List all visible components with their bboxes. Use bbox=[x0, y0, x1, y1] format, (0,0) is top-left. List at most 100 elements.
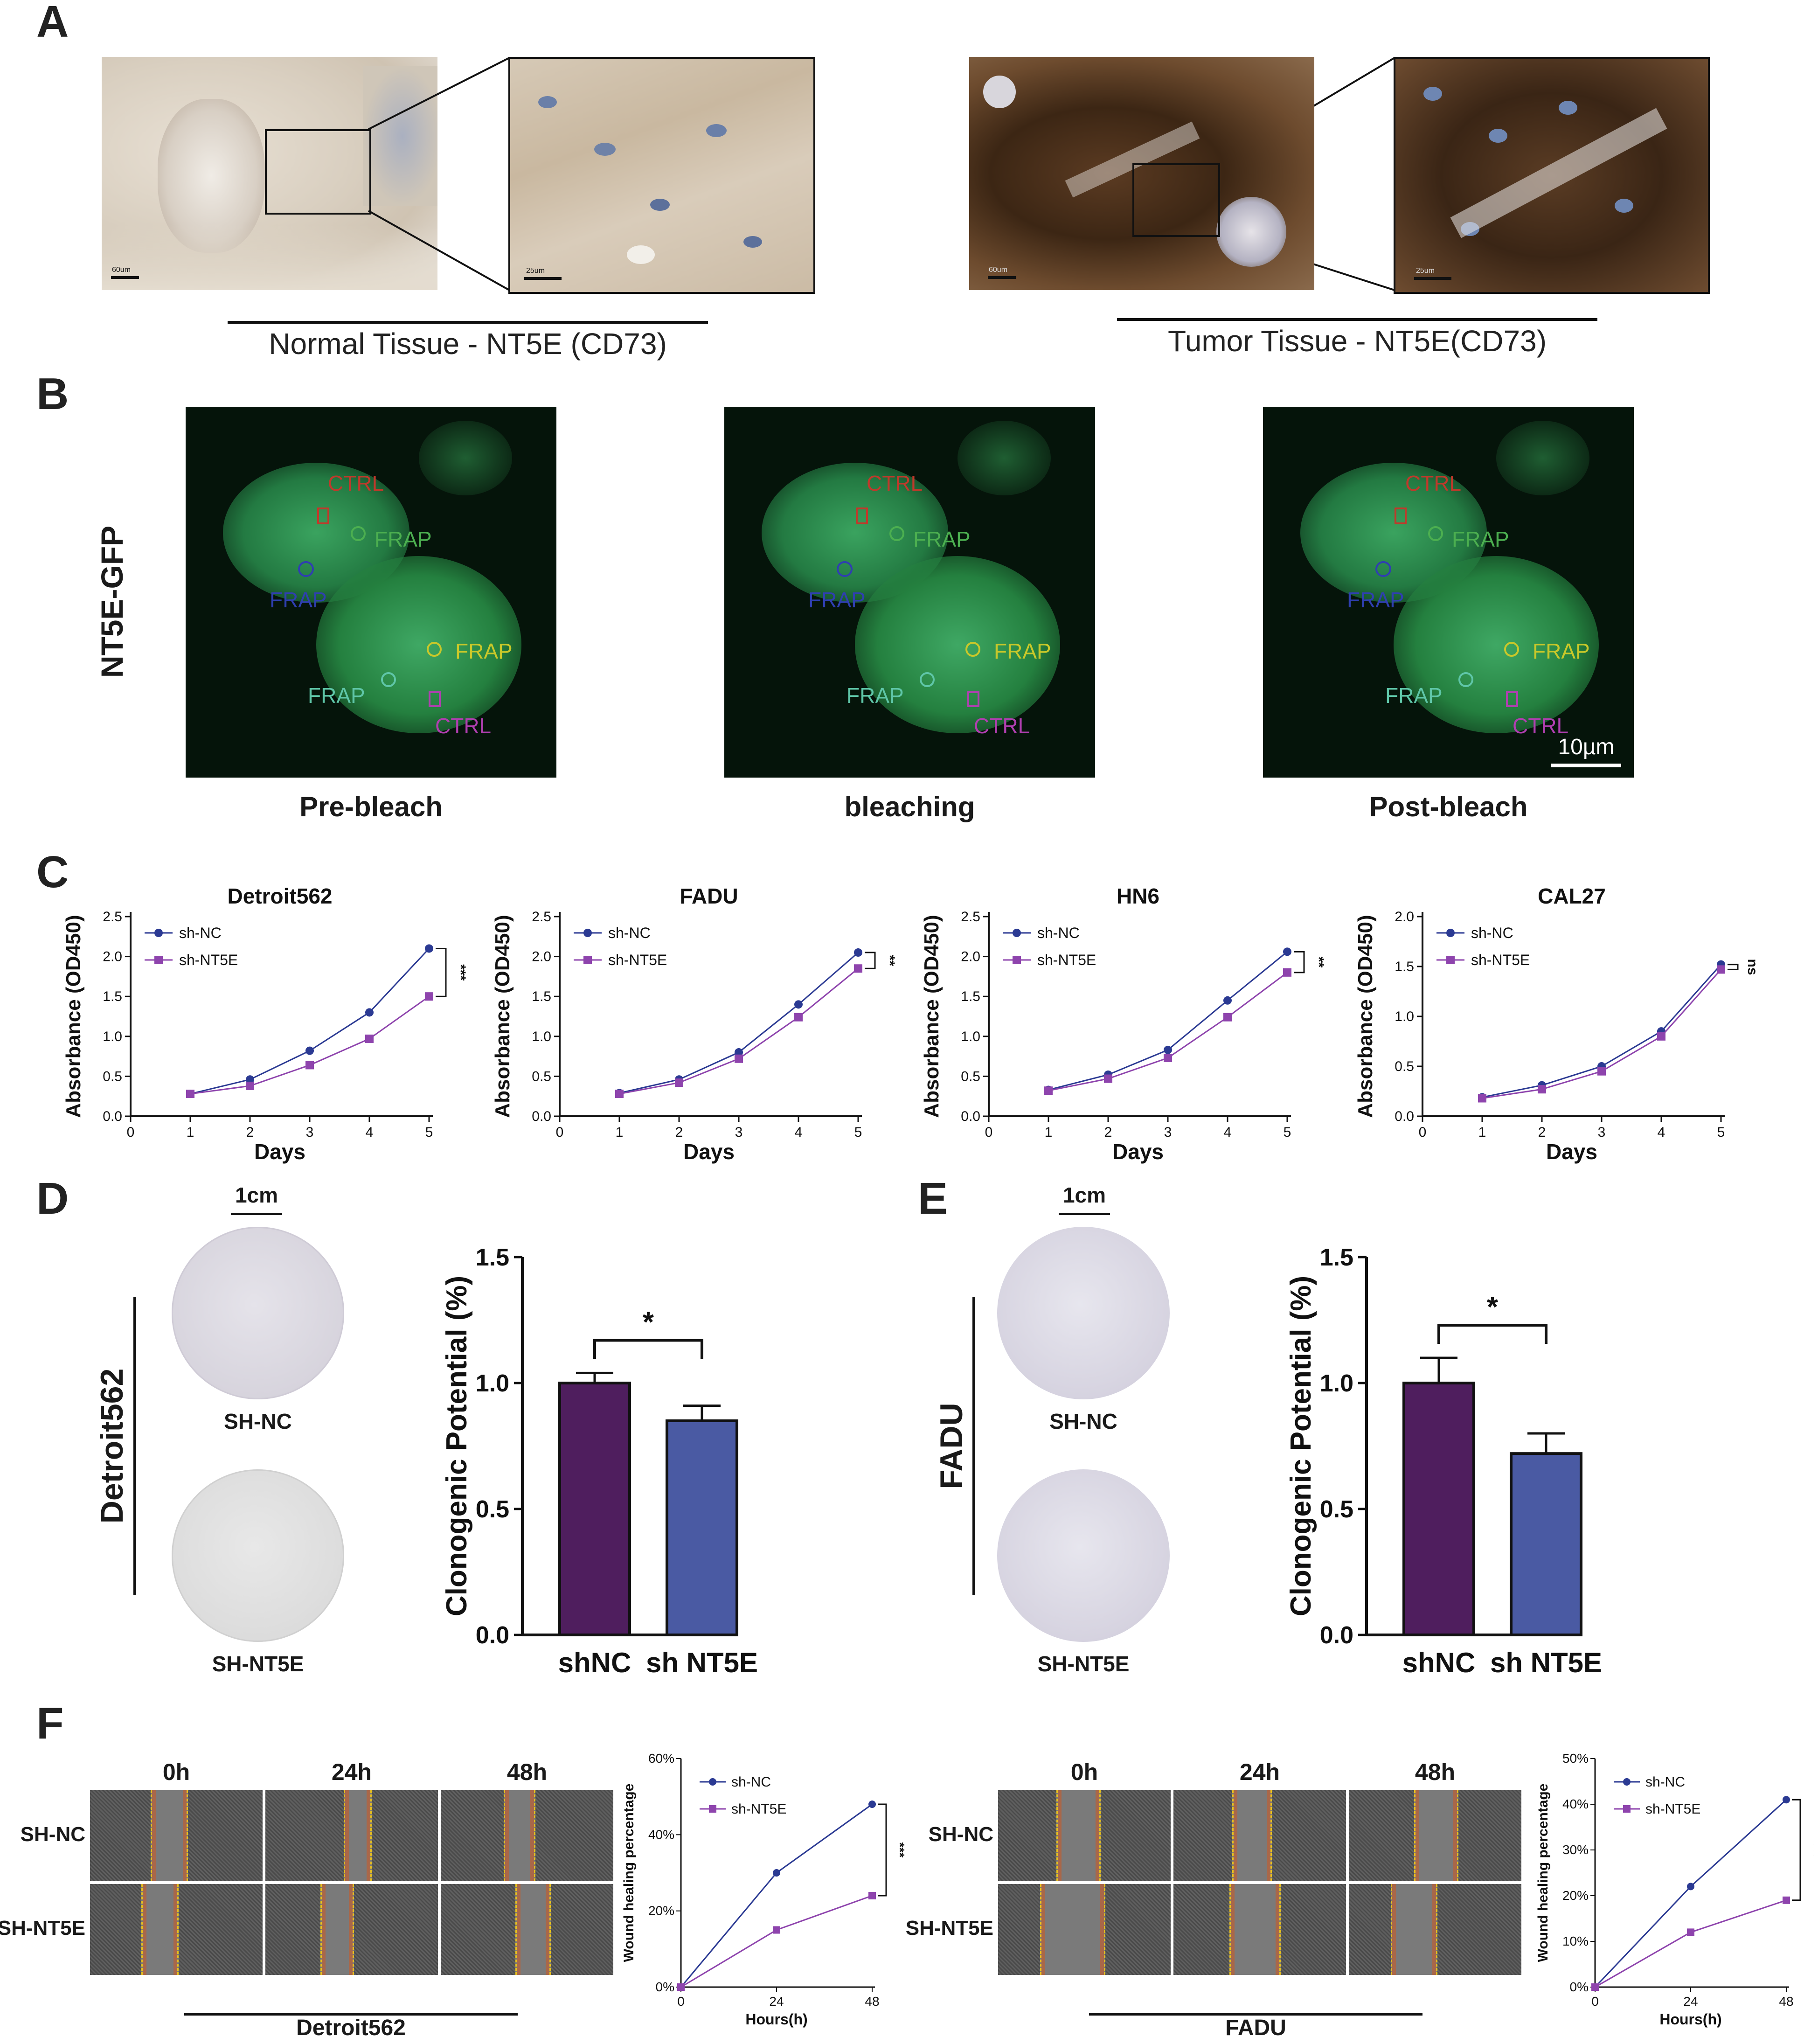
wound-image bbox=[1173, 1884, 1346, 1975]
x-tick-label: 4 bbox=[1224, 1125, 1232, 1140]
timepoint-label: 0h bbox=[162, 1759, 190, 1785]
bar bbox=[1510, 1452, 1582, 1636]
y-tick-label: 30% bbox=[1562, 1842, 1589, 1857]
scale-bar-label: 1cm bbox=[1062, 1183, 1106, 1207]
y-tick-label: 2.5 bbox=[103, 909, 122, 925]
data-point bbox=[365, 1008, 374, 1017]
legend-marker bbox=[1013, 929, 1021, 937]
data-point bbox=[1687, 1883, 1694, 1891]
data-point bbox=[854, 964, 862, 973]
y-axis-label: Absorbance (OD450) bbox=[62, 915, 85, 1118]
y-axis-label: Clonogenic Potential (%) bbox=[1285, 1276, 1317, 1616]
fadu-rule bbox=[1089, 2013, 1422, 2016]
roi-frap-label: FRAP bbox=[913, 527, 971, 551]
y-axis-label: Absorbance (OD450) bbox=[1354, 915, 1377, 1118]
roi-ctrl-label: CTRL bbox=[1513, 714, 1568, 738]
significance-label: * bbox=[643, 1306, 654, 1338]
x-tick-label: shNC bbox=[1402, 1647, 1476, 1678]
scale-bar-label: 10µm bbox=[1558, 735, 1614, 759]
significance-label: ns bbox=[1745, 959, 1760, 975]
panel-label-c: C bbox=[36, 847, 69, 897]
cck8-chart-cal27: CAL27 0.0 0.5 1.0 1.5 2.0 0 1 2 3 4 5 Days Absorbance… bbox=[1354, 884, 1760, 1164]
y-tick-label: 1.0 bbox=[1395, 1009, 1414, 1024]
y-tick-label: 1.5 bbox=[1320, 1244, 1353, 1271]
y-tick-label: 40% bbox=[1562, 1797, 1589, 1811]
chart-title: FADU bbox=[680, 884, 738, 908]
data-point bbox=[305, 1061, 314, 1070]
data-point bbox=[794, 1000, 803, 1009]
wound-image bbox=[90, 1790, 263, 1881]
frap-roi-overlay: CTRL FRAP FRAP FRAP FRAP CTRL bbox=[270, 471, 513, 738]
timepoint-label: 0h bbox=[1070, 1759, 1098, 1785]
x-tick-label: 24 bbox=[1683, 1994, 1698, 2009]
significance-bracket bbox=[1792, 1799, 1801, 1901]
detroit562-label: Detroit562 bbox=[296, 2016, 406, 2040]
dish-label: SH-NC bbox=[1049, 1409, 1117, 1433]
x-tick-label: sh NT5E bbox=[646, 1647, 758, 1678]
y-tick-label: 50% bbox=[1562, 1751, 1589, 1766]
data-point bbox=[425, 992, 433, 1001]
row-label: SH-NC bbox=[928, 1823, 993, 1846]
y-tick-label: 0% bbox=[656, 1980, 674, 1994]
normal-tissue-caption: Normal Tissue - NT5E (CD73) bbox=[269, 327, 667, 361]
bar bbox=[666, 1419, 738, 1636]
data-point bbox=[1478, 1094, 1486, 1103]
data-point bbox=[1164, 1054, 1172, 1063]
x-axis-label: Days bbox=[254, 1140, 305, 1164]
roi-frap-label: FRAP bbox=[375, 527, 432, 551]
chart-title: CAL27 bbox=[1538, 884, 1606, 908]
x-tick-label: 2 bbox=[675, 1125, 683, 1140]
y-tick-label: 2.0 bbox=[103, 949, 122, 965]
significance-label: *** bbox=[893, 1842, 907, 1858]
wound-image bbox=[265, 1790, 438, 1881]
roi-frap-marker bbox=[381, 672, 396, 687]
bar bbox=[558, 1382, 631, 1636]
panel-label-f: F bbox=[36, 1698, 64, 1748]
data-point bbox=[1223, 1013, 1232, 1022]
y-tick-label: 1.0 bbox=[1320, 1370, 1353, 1397]
y-axis-label: Absorbance (OD450) bbox=[491, 915, 514, 1118]
colony-dish-sh-nc bbox=[172, 1227, 344, 1399]
legend-label: sh-NC bbox=[608, 925, 651, 941]
frap-frame-image: CTRL FRAP FRAP FRAP FRAP CTRL bbox=[724, 407, 1095, 778]
data-point bbox=[1104, 1074, 1112, 1083]
y-tick-label: 2.0 bbox=[532, 949, 551, 965]
roi-ctrl-box bbox=[429, 691, 441, 707]
legend-marker bbox=[1013, 956, 1021, 964]
x-tick-label: 0 bbox=[556, 1125, 564, 1140]
panel-label-e: E bbox=[918, 1174, 948, 1224]
y-tick-label: 0.5 bbox=[103, 1069, 122, 1084]
legend-marker bbox=[1446, 956, 1455, 964]
x-axis-label: Hours(h) bbox=[1659, 2011, 1721, 2028]
series-line bbox=[1594, 1799, 1787, 1988]
data-point bbox=[1657, 1032, 1665, 1041]
roi-ctrl-label: CTRL bbox=[328, 471, 384, 495]
y-tick-label: 0.5 bbox=[532, 1069, 551, 1084]
legend-label: sh-NT5E bbox=[1471, 952, 1530, 968]
y-tick-label: 40% bbox=[648, 1827, 674, 1842]
x-axis-label: Days bbox=[1546, 1140, 1597, 1164]
y-tick-label: 1.0 bbox=[961, 1029, 980, 1044]
significance-label: ** bbox=[882, 955, 897, 966]
chart-title: Detroit562 bbox=[228, 884, 333, 908]
y-tick-label: 1.5 bbox=[1395, 959, 1414, 974]
tumor-tissue-overview-image: 60um bbox=[969, 57, 1314, 290]
legend-label: sh-NC bbox=[1645, 1774, 1685, 1790]
wound-image bbox=[998, 1884, 1171, 1975]
x-tick-label: 5 bbox=[1717, 1125, 1725, 1140]
legend-label: sh-NC bbox=[179, 925, 222, 941]
scale-bar bbox=[231, 1213, 282, 1215]
series-line bbox=[1482, 964, 1722, 1098]
roi-frap-marker bbox=[1428, 526, 1443, 541]
roi-frap-label: FRAP bbox=[270, 588, 327, 612]
y-tick-label: 1.5 bbox=[961, 989, 980, 1004]
row-label: SH-NC bbox=[20, 1823, 85, 1846]
x-tick-label: sh NT5E bbox=[1490, 1647, 1602, 1678]
significance-bracket bbox=[878, 1803, 887, 1897]
data-point bbox=[186, 1090, 194, 1098]
roi-frap-label: FRAP bbox=[1347, 588, 1404, 612]
data-point bbox=[1044, 1086, 1053, 1095]
